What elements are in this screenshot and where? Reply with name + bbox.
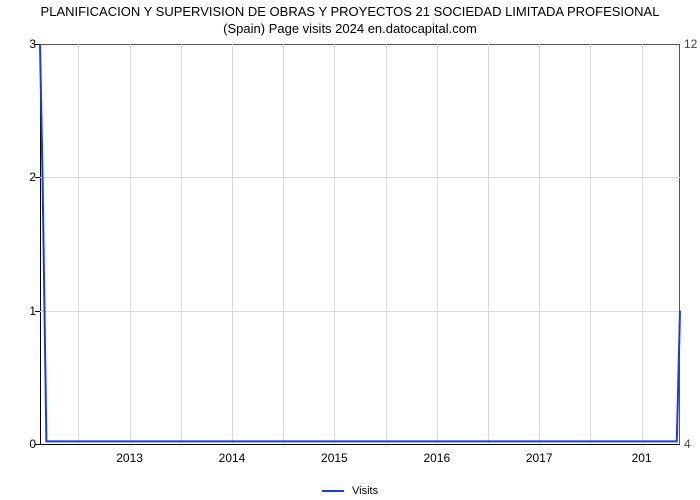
x-tick-label: 2014 [219,451,246,465]
x-tick-label: 2016 [423,451,450,465]
legend: Visits [0,485,700,497]
y-tick-label: 1 [6,304,36,318]
x-tick-label: 2017 [526,451,553,465]
y-tick-label: 0 [6,437,36,451]
legend-swatch-visits [322,490,344,492]
y-tick-label: 3 [6,37,36,51]
y2-tick-label: 12 [684,37,697,51]
y2-tick-label: 4 [684,437,691,451]
line-series-svg [40,44,680,444]
y-tick [35,444,40,445]
y-tick-label: 2 [6,170,36,184]
legend-label-visits: Visits [352,485,378,497]
x-axis [40,444,680,445]
chart-title: PLANIFICACION Y SUPERVISION DE OBRAS Y P… [0,4,700,38]
chart-container: PLANIFICACION Y SUPERVISION DE OBRAS Y P… [0,0,700,500]
series-visits-line [40,44,680,441]
x-tick-label: 201 [632,451,652,465]
x-tick-label: 2013 [116,451,143,465]
x-tick-label: 2015 [321,451,348,465]
